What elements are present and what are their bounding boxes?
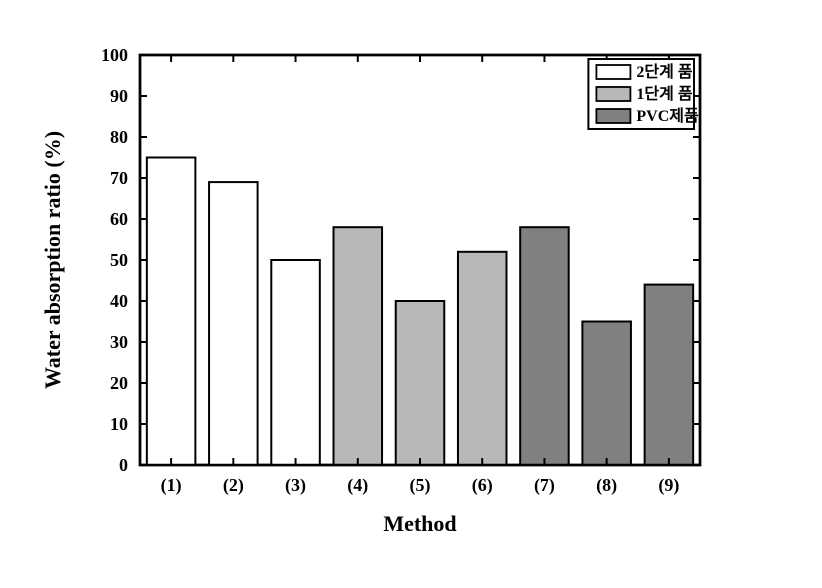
bar bbox=[209, 182, 258, 465]
x-tick-label: (8) bbox=[596, 475, 617, 496]
y-axis-label: Water absorption ratio (%) bbox=[40, 131, 65, 389]
x-tick-label: (6) bbox=[472, 475, 493, 496]
bar bbox=[147, 158, 196, 466]
x-tick-label: (7) bbox=[534, 475, 555, 496]
bar bbox=[271, 260, 320, 465]
legend-swatch bbox=[596, 65, 630, 79]
y-tick-label: 80 bbox=[110, 127, 128, 147]
x-axis-label: Method bbox=[383, 511, 456, 536]
y-tick-label: 60 bbox=[110, 209, 128, 229]
x-tick-label: (3) bbox=[285, 475, 306, 496]
y-tick-label: 0 bbox=[119, 455, 128, 475]
bar bbox=[582, 322, 631, 466]
bar bbox=[334, 227, 383, 465]
x-tick-label: (5) bbox=[410, 475, 431, 496]
y-tick-label: 20 bbox=[110, 373, 128, 393]
y-tick-label: 90 bbox=[110, 86, 128, 106]
legend-label: 1단계 품 bbox=[636, 84, 692, 103]
y-tick-label: 100 bbox=[101, 45, 128, 65]
legend-swatch bbox=[596, 87, 630, 101]
y-tick-label: 40 bbox=[110, 291, 128, 311]
legend-label: 2단계 품 bbox=[636, 62, 692, 81]
bar bbox=[520, 227, 569, 465]
x-tick-label: (9) bbox=[658, 475, 679, 496]
x-tick-label: (2) bbox=[223, 475, 244, 496]
y-tick-label: 50 bbox=[110, 250, 128, 270]
legend-swatch bbox=[596, 109, 630, 123]
bar bbox=[458, 252, 507, 465]
bar bbox=[645, 285, 694, 465]
x-tick-label: (1) bbox=[161, 475, 182, 496]
x-tick-label: (4) bbox=[347, 475, 368, 496]
y-tick-label: 30 bbox=[110, 332, 128, 352]
chart-container: 0 10 20 30 40 50 60 70 80 90 100 (1) (2) (3) (4) (5) (6)… bbox=[0, 0, 822, 588]
bar bbox=[396, 301, 445, 465]
y-tick-label: 10 bbox=[110, 414, 128, 434]
y-tick-label: 70 bbox=[110, 168, 128, 188]
bar-chart: 0 10 20 30 40 50 60 70 80 90 100 (1) (2) (3) (4) (5) (6)… bbox=[0, 0, 822, 588]
legend-label: PVC제품 bbox=[636, 107, 699, 125]
